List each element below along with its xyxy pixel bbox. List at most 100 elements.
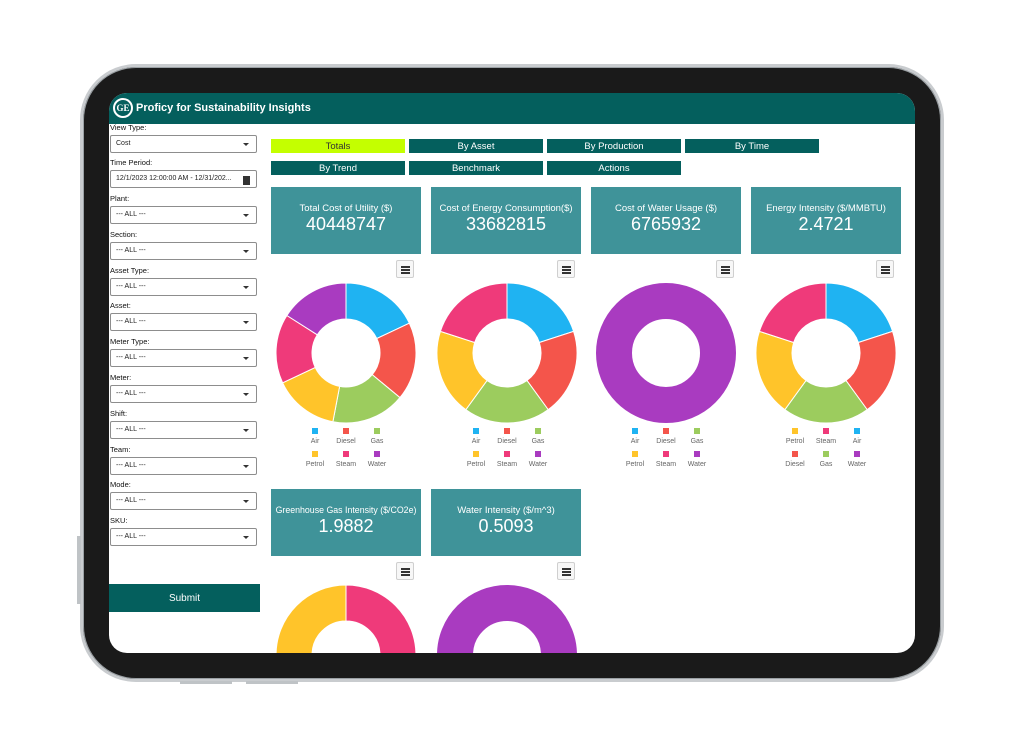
donut-chart [275, 282, 417, 424]
legend-item-gas[interactable]: Gas [362, 428, 392, 445]
legend-label: Petrol [785, 438, 805, 445]
legend-label: Water [528, 461, 548, 468]
legend-swatch [694, 428, 700, 434]
kpi-card: Greenhouse Gas Intensity ($/CO2e) 1.9882 [271, 489, 421, 556]
legend-swatch [792, 428, 798, 434]
legend-swatch [312, 451, 318, 457]
legend-swatch [823, 428, 829, 434]
tab-by-time[interactable]: By Time [685, 139, 819, 153]
slice-steam[interactable] [758, 282, 827, 344]
slice-steam[interactable] [439, 282, 508, 344]
legend-label: Gas [690, 438, 704, 445]
legend-item-gas[interactable]: Gas [523, 428, 553, 445]
legend-item-diesel[interactable]: Diesel [780, 451, 810, 468]
hamburger-icon[interactable] [557, 260, 575, 278]
legend-item-steam[interactable]: Steam [651, 451, 681, 468]
legend-label: Gas [819, 461, 833, 468]
field-label: Meter: [110, 373, 132, 382]
slice-water[interactable] [437, 585, 577, 653]
kpi-title: Energy Intensity ($/MMBTU) [766, 203, 886, 214]
legend-swatch [694, 451, 700, 457]
legend-item-air[interactable]: Air [842, 428, 872, 445]
filter-select[interactable]: --- ALL --- [110, 277, 257, 296]
filter-select[interactable]: --- ALL --- [110, 349, 257, 368]
legend-label: Steam [815, 438, 837, 445]
legend-label: Gas [531, 438, 545, 445]
hamburger-icon[interactable] [396, 260, 414, 278]
filter-select[interactable]: Cost [110, 135, 257, 153]
kpi-title: Cost of Water Usage ($) [614, 203, 718, 214]
caret-down-icon [243, 214, 249, 217]
kpi-value: 2.4721 [798, 214, 854, 234]
caret-down-icon [243, 357, 249, 361]
legend-item-water[interactable]: Water [842, 451, 872, 468]
filter-select[interactable]: --- ALL --- [110, 241, 257, 260]
legend-item-air[interactable]: Air [300, 428, 330, 445]
legend-label: Diesel [656, 438, 676, 445]
ge-logo: GE [113, 98, 133, 118]
tab-by-trend[interactable]: By Trend [271, 161, 405, 175]
select-value: Cost [116, 140, 131, 147]
tab-by-asset[interactable]: By Asset [409, 139, 543, 153]
hamburger-icon[interactable] [876, 260, 894, 278]
legend-item-steam[interactable]: Steam [811, 428, 841, 445]
legend-swatch [473, 428, 479, 434]
slice-water[interactable] [286, 282, 347, 336]
filter-select[interactable]: --- ALL --- [110, 313, 257, 332]
legend-label: Diesel [497, 438, 517, 445]
hamburger-icon[interactable] [557, 562, 575, 580]
filter-select[interactable]: --- ALL --- [110, 385, 257, 403]
legend-item-steam[interactable]: Steam [331, 451, 361, 468]
legend-item-petrol[interactable]: Petrol [620, 451, 650, 468]
legend-item-water[interactable]: Water [523, 451, 553, 468]
legend-item-water[interactable]: Water [362, 451, 392, 468]
tab-by-production[interactable]: By Production [547, 139, 681, 153]
field-label: Team: [110, 444, 131, 454]
legend-item-diesel[interactable]: Diesel [492, 428, 522, 445]
legend-item-steam[interactable]: Steam [492, 451, 522, 468]
filter-select[interactable]: --- ALL --- [110, 456, 257, 475]
kpi-title: Greenhouse Gas Intensity ($/CO2e) [275, 505, 417, 515]
legend-label: Steam [335, 461, 357, 468]
field-label: Asset: [110, 301, 131, 311]
time-period-input[interactable]: 12/1/2023 12:00:00 AM - 12/31/202... [110, 170, 257, 188]
legend-swatch [343, 451, 349, 457]
slice-water[interactable] [596, 283, 736, 423]
kpi-card: Cost of Energy Consumption($) 33682815 [431, 187, 581, 254]
legend-item-air[interactable]: Air [461, 428, 491, 445]
legend-swatch [792, 451, 798, 457]
legend-item-diesel[interactable]: Diesel [651, 428, 681, 445]
legend-swatch [632, 451, 638, 457]
tablet-bottom-button [180, 681, 232, 684]
kpi-card: Energy Intensity ($/MMBTU) 2.4721 [751, 187, 901, 254]
tab-benchmark[interactable]: Benchmark [409, 161, 543, 175]
legend-item-petrol[interactable]: Petrol [780, 428, 810, 445]
hamburger-icon[interactable] [396, 562, 414, 580]
filter-select[interactable]: --- ALL --- [110, 420, 257, 439]
select-value: --- ALL --- [116, 533, 146, 541]
tab-totals[interactable]: Totals [271, 139, 405, 153]
kpi-value: 6765932 [630, 214, 702, 234]
filter-select[interactable]: --- ALL --- [110, 528, 257, 547]
legend-item-diesel[interactable]: Diesel [331, 428, 361, 445]
donut-chart [436, 282, 578, 424]
submit-button[interactable]: Submit [109, 584, 260, 612]
legend-label: Steam [496, 461, 518, 468]
legend-item-water[interactable]: Water [682, 451, 712, 468]
filter-select[interactable]: --- ALL --- [110, 206, 257, 224]
legend-item-gas[interactable]: Gas [682, 428, 712, 445]
slice-steam[interactable] [345, 584, 417, 653]
field-label: Time Period: [110, 158, 153, 167]
hamburger-icon[interactable] [716, 260, 734, 278]
legend-item-air[interactable]: Air [620, 428, 650, 445]
tab-actions[interactable]: Actions [547, 161, 681, 175]
legend-item-petrol[interactable]: Petrol [300, 451, 330, 468]
caret-down-icon [243, 428, 249, 432]
legend-item-petrol[interactable]: Petrol [461, 451, 491, 468]
filter-select[interactable]: --- ALL --- [110, 492, 257, 511]
select-value: --- ALL --- [116, 461, 146, 469]
legend-item-gas[interactable]: Gas [811, 451, 841, 468]
slice-petrol[interactable] [275, 584, 347, 653]
legend-swatch [504, 451, 510, 457]
legend-label: Steam [655, 461, 677, 468]
